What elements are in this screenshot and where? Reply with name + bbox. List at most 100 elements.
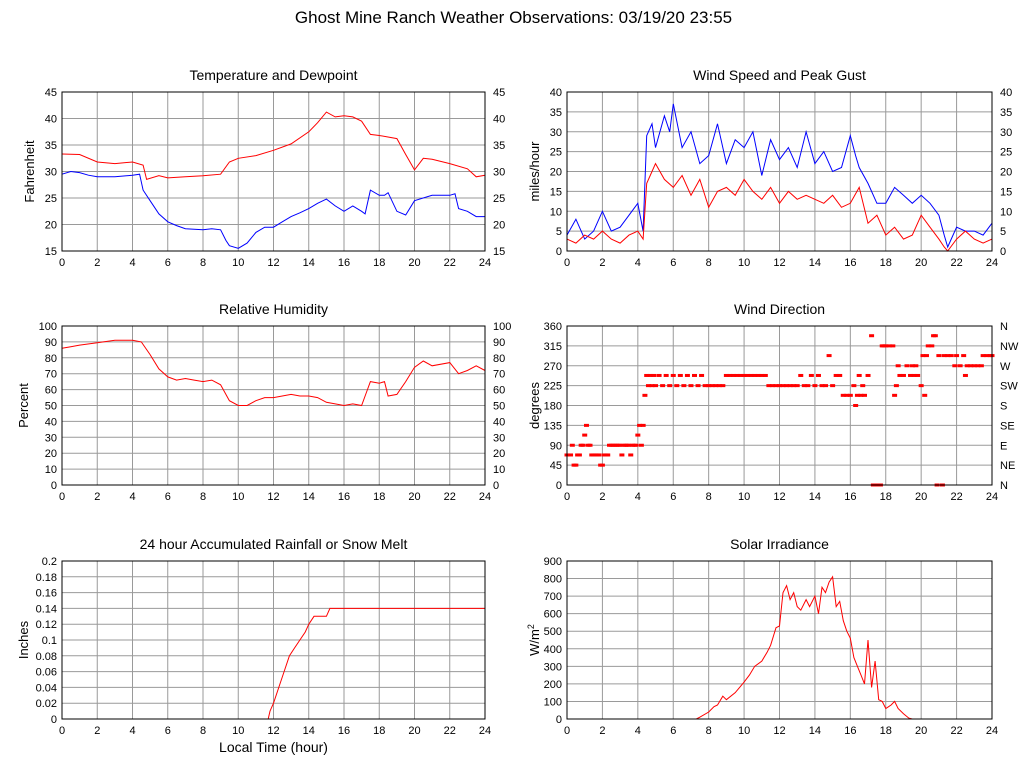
x-tick-label: 14 [809,491,821,503]
x-tick-label: 2 [94,257,100,269]
chart-title: Wind Speed and Peak Gust [693,67,866,83]
y-right-tick-label: SE [1000,420,1015,432]
x-tick-label: 0 [59,725,65,737]
x-tick-label: 0 [59,257,65,269]
y-right-tick-label: SW [1000,381,1018,393]
data-point [808,373,814,377]
y-tick-label: 40 [45,416,57,428]
y-tick-label: 500 [544,626,562,638]
x-tick-label: 14 [303,725,315,737]
data-point [769,384,775,388]
x-tick-label: 22 [444,491,456,503]
y-right-tick-label: 30 [493,432,505,444]
data-point [640,423,646,427]
data-point [925,344,931,348]
y-tick-label: 15 [550,186,562,198]
data-point [723,373,729,377]
y-tick-label: 20 [550,167,562,179]
y-axis-label: degrees [527,382,542,429]
data-point [794,384,800,388]
data-point [929,344,935,348]
y-axis-label: Percent [16,383,31,428]
x-tick-label: 0 [564,491,570,503]
x-tick-label: 8 [200,491,206,503]
y-tick-label: 0.16 [36,588,57,600]
x-tick-label: 10 [738,725,750,737]
x-tick-label: 24 [479,725,491,737]
x-tick-label: 24 [986,491,998,503]
x-tick-label: 16 [338,725,350,737]
data-point [895,364,901,368]
data-point [858,393,864,397]
data-point [893,384,899,388]
x-tick-label: 22 [950,257,962,269]
data-point [741,373,747,377]
data-point [647,373,653,377]
data-point [860,384,866,388]
data-point [984,354,990,358]
data-point [644,373,650,377]
y-tick-label: 20 [45,448,57,460]
series-line [61,339,486,407]
y-tick-label: 0.08 [36,651,57,663]
x-tick-label: 6 [165,725,171,737]
data-point [957,364,963,368]
y-tick-label: 15 [45,246,57,258]
x-tick-label: 6 [165,491,171,503]
page-title: Ghost Mine Ranch Weather Observations: 0… [294,8,733,27]
data-point [798,373,804,377]
data-point [752,373,758,377]
y-right-tick-label: 50 [493,401,505,413]
chart-title: 24 hour Accumulated Rainfall or Snow Mel… [140,536,408,552]
data-point [915,373,921,377]
y-tick-label: 25 [45,193,57,205]
y-tick-label: 225 [544,381,562,393]
x-tick-label: 8 [706,725,712,737]
y-tick-label: 40 [45,114,57,126]
x-tick-label: 12 [773,725,785,737]
x-tick-label: 20 [408,491,420,503]
y-tick-label: 10 [550,206,562,218]
data-point [833,373,839,377]
x-tick-label: 22 [950,491,962,503]
y-right-tick-label: 70 [493,369,505,381]
data-point [886,344,892,348]
plot-frame [566,560,993,720]
y-tick-label: 800 [544,574,562,586]
y-right-tick-label: 35 [493,140,505,152]
plot-frame [61,325,486,486]
y-right-tick-label: 0 [493,480,499,492]
y-right-tick-label: 30 [1000,127,1012,139]
data-point [897,373,903,377]
y-tick-label: 0 [556,714,562,726]
x-tick-label: 18 [373,725,385,737]
data-point [605,453,611,457]
data-point [762,373,768,377]
y-tick-label: 0.18 [36,572,57,584]
data-point [617,443,623,447]
y-tick-label: 0.02 [36,698,57,710]
data-point [773,384,779,388]
x-tick-label: 2 [94,725,100,737]
data-point [883,344,889,348]
data-point [812,384,818,388]
y-right-tick-label: 30 [493,167,505,179]
x-tick-label: 20 [408,257,420,269]
x-tick-label: 12 [267,257,279,269]
y-right-tick-label: 25 [1000,147,1012,159]
data-point [978,364,984,368]
y-tick-label: 0.2 [42,556,57,568]
data-point [900,373,906,377]
x-tick-label: 6 [165,257,171,269]
data-point [637,423,643,427]
data-point [954,354,960,358]
x-tick-label: 22 [444,725,456,737]
data-point [599,463,605,467]
data-point [660,384,666,388]
y-right-tick-label: N [1000,321,1008,333]
data-point [823,384,829,388]
data-point [980,354,986,358]
y-tick-label: 35 [45,140,57,152]
data-point [805,384,811,388]
y-tick-label: 0 [51,714,57,726]
